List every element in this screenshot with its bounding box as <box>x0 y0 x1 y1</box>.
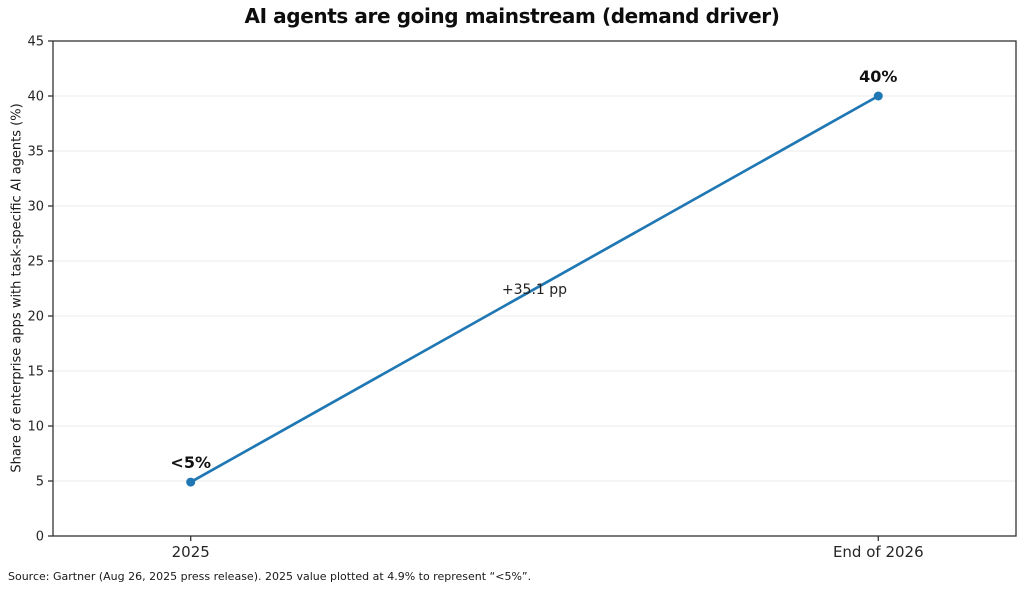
y-tick-label: 45 <box>27 35 44 50</box>
y-tick-label: 30 <box>27 200 44 215</box>
x-tick-label: 2025 <box>172 543 210 561</box>
y-tick-label: 10 <box>27 420 44 435</box>
chart-title: AI agents are going mainstream (demand d… <box>244 4 780 28</box>
data-line <box>189 94 880 484</box>
y-tick-label: 20 <box>27 310 44 325</box>
y-tick-label: 0 <box>36 530 44 545</box>
source-note: Source: Gartner (Aug 26, 2025 press rele… <box>8 570 532 583</box>
y-tick-label: 15 <box>27 365 44 380</box>
y-tick-label: 40 <box>27 90 44 105</box>
data-point <box>873 91 883 101</box>
data-point-label: 40% <box>859 67 897 86</box>
data-point <box>186 477 196 487</box>
data-point-label: <5% <box>170 453 211 472</box>
delta-annotation: +35.1 pp <box>502 282 567 298</box>
y-tick-label: 5 <box>36 475 44 490</box>
axes-frame <box>52 40 1017 537</box>
x-tick-label: End of 2026 <box>833 543 924 561</box>
y-tick-label: 35 <box>27 145 44 160</box>
y-tick-label: 25 <box>27 255 44 270</box>
